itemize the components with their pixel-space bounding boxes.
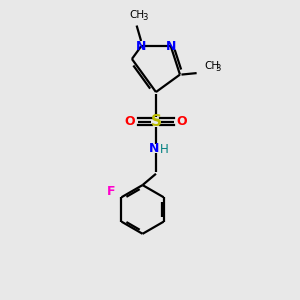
Text: N: N bbox=[136, 40, 146, 53]
Text: 3: 3 bbox=[142, 13, 148, 22]
Text: O: O bbox=[125, 115, 135, 128]
Text: CH: CH bbox=[205, 61, 220, 71]
Text: H: H bbox=[160, 142, 169, 156]
Text: 3: 3 bbox=[216, 64, 221, 73]
Text: CH: CH bbox=[129, 11, 144, 20]
Text: F: F bbox=[106, 184, 115, 197]
Text: O: O bbox=[176, 115, 187, 128]
Text: N: N bbox=[166, 40, 176, 53]
Text: N: N bbox=[148, 142, 159, 155]
Text: S: S bbox=[150, 114, 161, 129]
